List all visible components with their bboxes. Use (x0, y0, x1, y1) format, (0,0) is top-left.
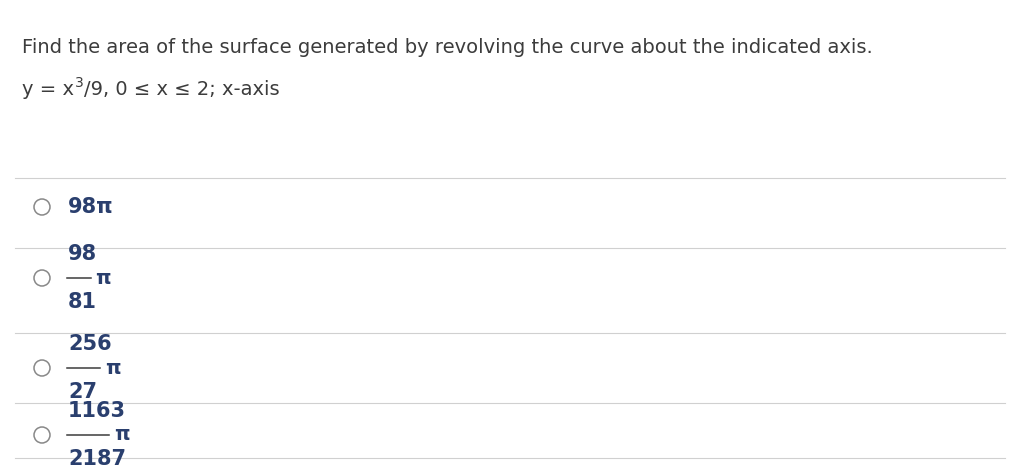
Text: π: π (114, 426, 129, 445)
Text: Find the area of the surface generated by revolving the curve about the indicate: Find the area of the surface generated b… (22, 38, 872, 57)
Text: 3: 3 (75, 76, 84, 90)
Text: 1163: 1163 (68, 401, 126, 421)
Text: /9, 0 ≤ x ≤ 2; x-axis: /9, 0 ≤ x ≤ 2; x-axis (84, 80, 279, 99)
Text: π: π (96, 268, 111, 288)
Text: 27: 27 (68, 382, 97, 402)
Text: 81: 81 (68, 292, 97, 312)
Text: 2187: 2187 (68, 449, 126, 469)
Text: y = x: y = x (22, 80, 74, 99)
Text: 256: 256 (68, 334, 111, 354)
Text: π: π (105, 358, 120, 377)
Text: 98π: 98π (68, 197, 113, 217)
Text: 98: 98 (68, 244, 97, 264)
